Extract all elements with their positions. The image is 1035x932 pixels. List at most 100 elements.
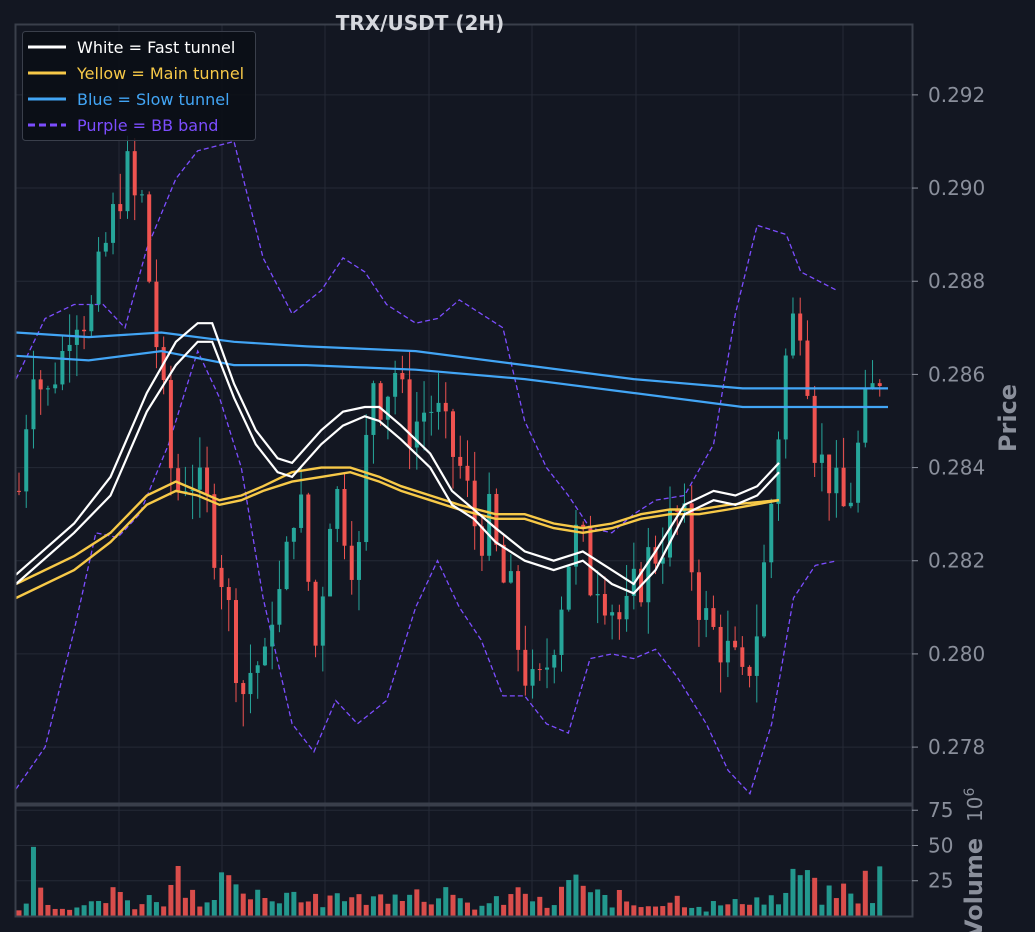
volume-bar (703, 911, 709, 916)
candle-body (581, 524, 586, 529)
candle-body (45, 388, 50, 390)
volume-bar (110, 887, 116, 916)
volume-bar (407, 894, 413, 916)
volume-bar (320, 907, 326, 916)
candle-body (805, 340, 810, 396)
volume-bar (103, 903, 109, 916)
candle-body (725, 640, 730, 663)
candle-body (205, 467, 210, 495)
volume-bar (298, 902, 304, 916)
candle-body (147, 194, 152, 282)
price-tick-label: 0.292 (928, 83, 985, 107)
fast-tunnel-upper-line (15, 322, 780, 586)
legend-label: Yellow = Main tunnel (76, 64, 244, 83)
volume-bar (725, 904, 731, 916)
volume-bar (472, 909, 478, 916)
fast-tunnel-lower-line (15, 340, 780, 595)
volume-bars (16, 846, 883, 916)
volume-tick-label: 50 (928, 833, 953, 857)
volume-bar (660, 906, 666, 916)
volume-bar (776, 904, 781, 916)
candle-body (501, 544, 506, 583)
bb-lower-line (15, 349, 838, 795)
candle-body (516, 571, 521, 650)
candle-body (197, 467, 202, 490)
candle-body (234, 600, 238, 684)
candle-body (812, 395, 817, 463)
main-tunnel-lower-line (15, 470, 780, 600)
candle-body (537, 669, 542, 671)
candle-body (328, 528, 333, 597)
candle-body (487, 493, 492, 556)
volume-bar (175, 865, 181, 916)
candle-body (552, 654, 557, 668)
volume-bar (580, 885, 586, 916)
volume-bar (349, 897, 355, 916)
legend-box (22, 31, 256, 141)
main-tunnel-upper-line (15, 466, 780, 586)
candle-body (111, 204, 116, 243)
volume-bar (392, 894, 398, 916)
candle-body (588, 528, 593, 596)
volume-bar (356, 894, 362, 916)
candle-body (443, 402, 448, 412)
price-tick-label: 0.286 (928, 362, 985, 386)
candle-body (653, 547, 658, 564)
volume-bar (790, 868, 796, 916)
volume-exponent-power: 6 (962, 788, 978, 797)
candle-body (530, 669, 535, 686)
legend: White = Fast tunnel Yellow = Main tunnel B… (22, 31, 256, 141)
price-tick-label: 0.278 (928, 735, 985, 759)
volume-bar (718, 905, 724, 916)
legend-items: White = Fast tunnel Yellow = Main tunnel B… (28, 38, 244, 135)
candle-body (371, 383, 376, 435)
candle-body (841, 467, 846, 507)
candle-body (747, 666, 752, 676)
price-axis-label: Price (994, 384, 1022, 452)
bb-upper-line (15, 140, 838, 534)
candle-body (320, 596, 325, 646)
candle-body (762, 562, 767, 637)
candle-body (508, 571, 513, 583)
candle-body (118, 204, 123, 212)
volume-bar (88, 901, 94, 916)
candle-body (139, 194, 144, 196)
volume-bar (443, 887, 449, 916)
candle-body (458, 456, 463, 466)
candle-body (96, 251, 101, 305)
candle-body (241, 683, 246, 695)
candle-body (617, 612, 622, 620)
volume-bar (537, 896, 543, 916)
volume-bar (284, 892, 290, 916)
volume-bar (117, 892, 123, 916)
volume-bar (153, 902, 159, 916)
volume-bar (848, 893, 854, 916)
volume-bar (783, 892, 789, 916)
candle-body (668, 509, 672, 558)
candle-body (248, 672, 253, 695)
volume-bar (414, 889, 420, 916)
volume-bar (67, 909, 73, 916)
candle-body (60, 350, 65, 385)
candle-body (675, 509, 680, 512)
candle-body (103, 242, 108, 252)
candle-body (848, 502, 853, 507)
volume-bar (501, 904, 507, 916)
volume-bar (96, 901, 102, 916)
volume-bar (573, 874, 579, 916)
volume-bar (233, 884, 239, 916)
candle-body (646, 547, 651, 603)
candle-body (877, 383, 882, 386)
volume-bar (262, 898, 268, 916)
candle-body (385, 396, 390, 420)
volume-bar (515, 887, 521, 916)
candle-body (306, 494, 311, 582)
candle-body (342, 489, 347, 546)
slow-tunnel-upper-line (15, 331, 888, 390)
volume-bar (862, 870, 868, 916)
candle-body (429, 411, 434, 413)
volume-bar (804, 870, 810, 916)
candle-body (176, 468, 181, 492)
volume-bar (754, 897, 760, 916)
candle-body (277, 589, 282, 625)
